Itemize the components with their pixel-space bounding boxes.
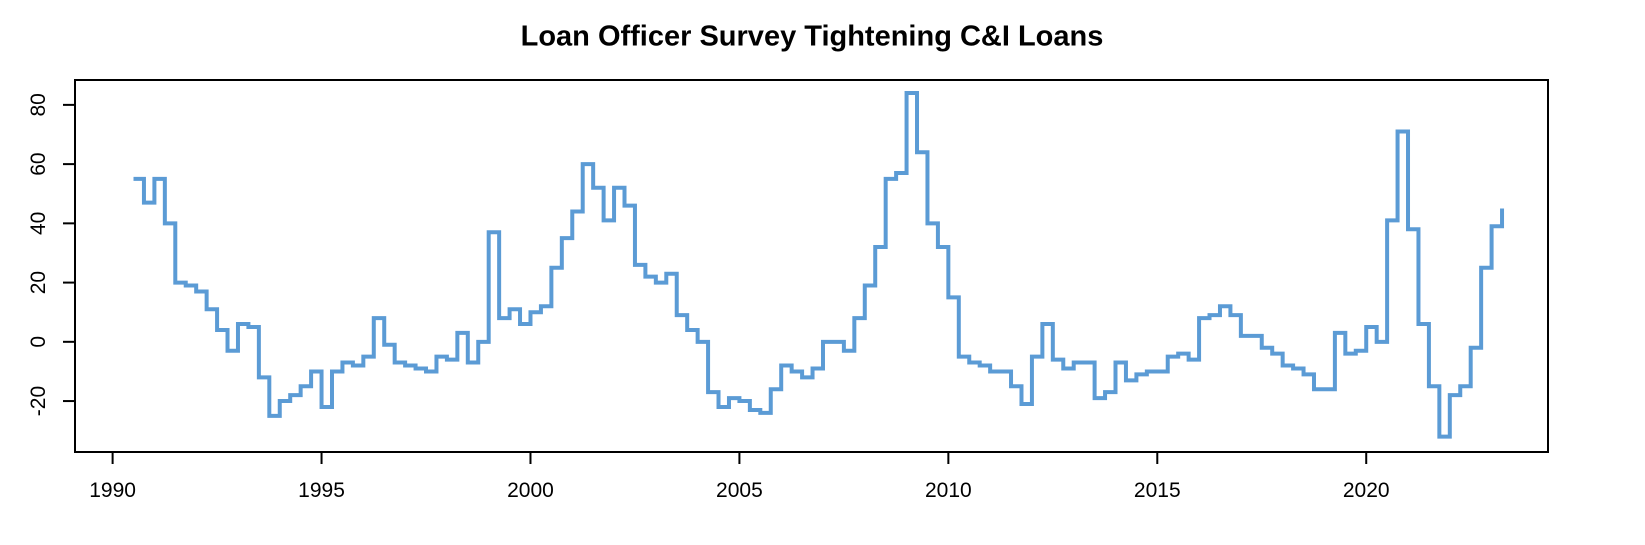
y-tick-label: 60 (27, 152, 50, 175)
x-tick-label: 2000 (507, 479, 554, 502)
x-tick-label: 2020 (1343, 479, 1390, 502)
x-tick-label: 2010 (925, 479, 972, 502)
x-tick-label: 2015 (1134, 479, 1181, 502)
y-tick-label: -20 (27, 386, 50, 416)
series-line (133, 91, 1505, 439)
x-tick-label: 1995 (298, 479, 345, 502)
y-tick-label: 20 (27, 271, 50, 294)
x-tick-label: 2005 (716, 479, 763, 502)
chart-title: Loan Officer Survey Tightening C&I Loans (521, 21, 1104, 53)
y-tick-label: 80 (27, 93, 50, 116)
x-tick-label: 1990 (89, 479, 136, 502)
y-tick-label: 0 (27, 336, 50, 348)
y-tick-label: 40 (27, 212, 50, 235)
